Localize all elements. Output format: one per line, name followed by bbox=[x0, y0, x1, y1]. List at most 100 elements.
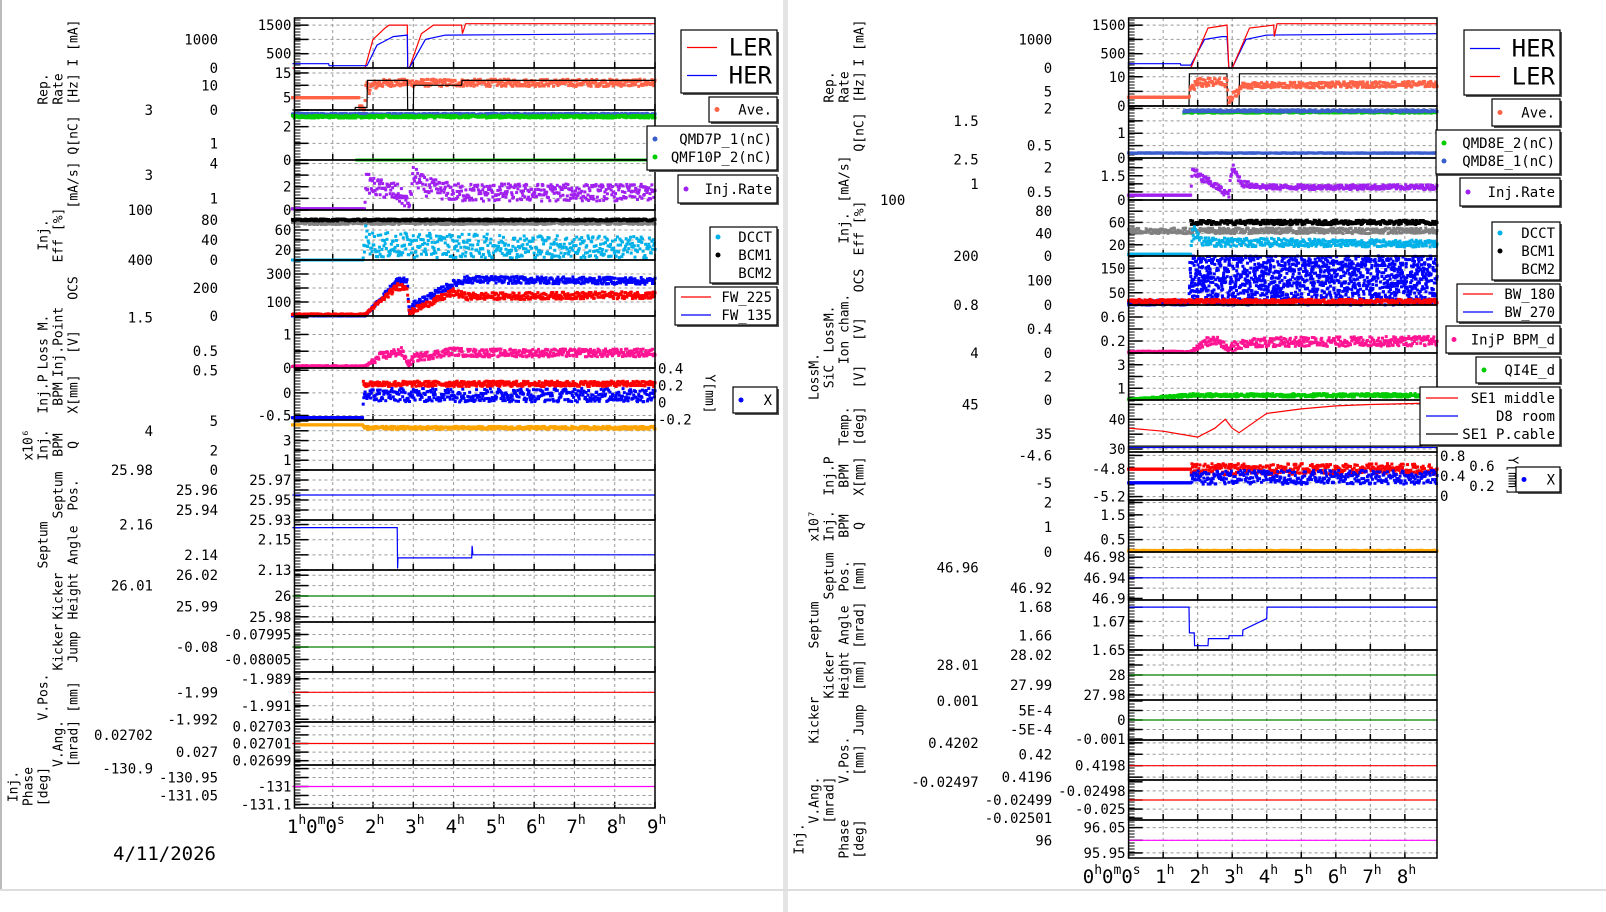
data-point bbox=[599, 242, 603, 246]
data-point bbox=[596, 84, 600, 88]
data-point bbox=[441, 82, 445, 86]
data-point bbox=[595, 255, 599, 259]
data-point bbox=[635, 250, 639, 254]
data-point bbox=[471, 255, 475, 259]
data-point bbox=[397, 78, 401, 82]
data-point bbox=[388, 82, 392, 86]
data-point bbox=[509, 185, 513, 189]
data-point bbox=[548, 246, 552, 250]
y-tick-label: 0 bbox=[283, 203, 291, 219]
data-point bbox=[619, 84, 623, 88]
data-point bbox=[425, 178, 429, 182]
data-point bbox=[372, 181, 376, 185]
data-point bbox=[561, 77, 565, 81]
data-point bbox=[594, 244, 598, 248]
data-point bbox=[589, 254, 593, 258]
data-point bbox=[544, 239, 548, 243]
data-point bbox=[512, 81, 516, 85]
data-point bbox=[634, 82, 638, 86]
data-point bbox=[431, 77, 435, 81]
data-point bbox=[542, 242, 546, 246]
data-point bbox=[484, 239, 488, 243]
data-point bbox=[416, 186, 420, 190]
data-point bbox=[423, 247, 427, 251]
data-point bbox=[458, 193, 462, 197]
data-point bbox=[428, 82, 432, 86]
data-point bbox=[533, 188, 537, 192]
data-point bbox=[446, 191, 450, 195]
data-point bbox=[521, 243, 525, 247]
data-point bbox=[409, 79, 413, 83]
data-point bbox=[539, 84, 543, 88]
data-point bbox=[472, 188, 476, 192]
data-point bbox=[597, 234, 601, 238]
data-point bbox=[605, 197, 609, 201]
data-point bbox=[479, 192, 483, 196]
data-point bbox=[367, 241, 371, 245]
data-point bbox=[636, 244, 640, 248]
y-axis-label: [mA/s] bbox=[67, 162, 82, 209]
y-tick-label: 3 bbox=[145, 168, 153, 184]
data-point bbox=[469, 84, 473, 88]
data-point bbox=[624, 196, 628, 200]
data-point bbox=[403, 243, 407, 247]
data-point bbox=[610, 239, 614, 243]
data-point bbox=[515, 198, 519, 202]
data-point bbox=[503, 182, 507, 186]
data-point bbox=[367, 232, 371, 236]
data-point bbox=[474, 198, 478, 202]
data-point bbox=[595, 78, 599, 82]
data-point bbox=[574, 196, 578, 200]
data-point bbox=[601, 81, 605, 85]
data-point bbox=[377, 186, 381, 190]
data-point bbox=[532, 251, 536, 255]
data-point bbox=[486, 192, 490, 196]
data-point bbox=[372, 243, 376, 247]
data-point bbox=[591, 194, 595, 198]
series-ler bbox=[292, 23, 655, 69]
data-point bbox=[458, 235, 462, 239]
data-point bbox=[598, 84, 602, 88]
y-tick-label: 3 bbox=[145, 103, 153, 119]
data-point bbox=[443, 185, 447, 189]
data-point bbox=[489, 237, 493, 241]
data-point bbox=[387, 84, 391, 88]
y-tick-label: 100 bbox=[128, 203, 153, 219]
data-point bbox=[622, 83, 626, 87]
data-point bbox=[418, 233, 422, 237]
data-point bbox=[649, 83, 653, 87]
data-point bbox=[456, 249, 460, 253]
series-line bbox=[292, 33, 656, 69]
data-point bbox=[459, 245, 463, 249]
data-point bbox=[624, 237, 628, 241]
data-point bbox=[490, 255, 494, 259]
data-point bbox=[379, 233, 383, 237]
data-point bbox=[476, 239, 480, 243]
data-point bbox=[505, 78, 509, 82]
data-point bbox=[471, 81, 475, 85]
data-point bbox=[414, 238, 418, 242]
data-point bbox=[405, 235, 409, 239]
data-point bbox=[377, 80, 381, 84]
data-point bbox=[623, 190, 627, 194]
data-point bbox=[385, 237, 389, 241]
data-point bbox=[528, 83, 532, 87]
series-line bbox=[292, 79, 655, 111]
y-tick-label: 2 bbox=[283, 180, 291, 196]
data-point bbox=[585, 244, 589, 248]
data-point bbox=[414, 175, 418, 179]
data-point bbox=[599, 188, 603, 192]
data-point bbox=[414, 82, 418, 86]
data-point bbox=[625, 250, 629, 254]
data-point bbox=[362, 250, 366, 254]
data-point bbox=[647, 242, 651, 246]
y-tick-label: 1 bbox=[210, 191, 218, 207]
data-point bbox=[620, 240, 624, 244]
data-point bbox=[516, 187, 520, 191]
data-point bbox=[650, 78, 654, 82]
data-point bbox=[366, 244, 370, 248]
data-point bbox=[374, 193, 378, 197]
data-point bbox=[411, 79, 415, 83]
data-point bbox=[552, 84, 556, 88]
data-point bbox=[388, 252, 392, 256]
